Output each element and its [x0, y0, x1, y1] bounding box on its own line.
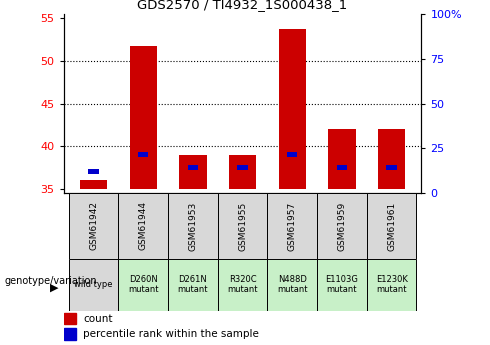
Bar: [179, 155, 206, 189]
Text: GSM61959: GSM61959: [338, 201, 346, 250]
Bar: [378, 129, 405, 189]
Bar: [237, 165, 248, 170]
Bar: [387, 165, 397, 170]
Bar: [168, 193, 218, 259]
Bar: [229, 155, 256, 189]
Bar: [317, 193, 367, 259]
Text: R320C
mutant: R320C mutant: [227, 275, 258, 294]
Text: D261N
mutant: D261N mutant: [177, 275, 208, 294]
Text: GSM61961: GSM61961: [387, 201, 396, 250]
Bar: [367, 259, 416, 310]
Bar: [328, 129, 356, 189]
Title: GDS2570 / TI4932_1S000438_1: GDS2570 / TI4932_1S000438_1: [137, 0, 348, 11]
Text: GSM61953: GSM61953: [188, 201, 197, 250]
Bar: [129, 46, 157, 189]
Bar: [188, 165, 198, 170]
Bar: [268, 259, 317, 310]
Text: GSM61944: GSM61944: [139, 201, 147, 250]
Text: wild type: wild type: [74, 280, 113, 289]
Bar: [64, 328, 76, 340]
Bar: [69, 193, 118, 259]
Bar: [337, 165, 347, 170]
Text: genotype/variation: genotype/variation: [5, 276, 98, 286]
Bar: [64, 313, 76, 324]
Bar: [279, 29, 306, 189]
Bar: [69, 259, 118, 310]
Text: E1230K
mutant: E1230K mutant: [376, 275, 408, 294]
Bar: [287, 152, 297, 157]
Text: E1103G
mutant: E1103G mutant: [325, 275, 358, 294]
Bar: [218, 193, 268, 259]
Text: D260N
mutant: D260N mutant: [128, 275, 158, 294]
Text: ▶: ▶: [50, 283, 59, 293]
Bar: [367, 193, 416, 259]
Bar: [218, 259, 268, 310]
Bar: [88, 169, 98, 174]
Text: GSM61955: GSM61955: [238, 201, 247, 250]
Bar: [138, 152, 148, 157]
Bar: [268, 193, 317, 259]
Bar: [119, 193, 168, 259]
Bar: [80, 180, 107, 189]
Text: GSM61957: GSM61957: [288, 201, 297, 250]
Text: percentile rank within the sample: percentile rank within the sample: [83, 329, 259, 339]
Text: N488D
mutant: N488D mutant: [277, 275, 308, 294]
Text: count: count: [83, 314, 113, 324]
Text: GSM61942: GSM61942: [89, 201, 98, 250]
Bar: [168, 259, 218, 310]
Bar: [119, 259, 168, 310]
Bar: [317, 259, 367, 310]
